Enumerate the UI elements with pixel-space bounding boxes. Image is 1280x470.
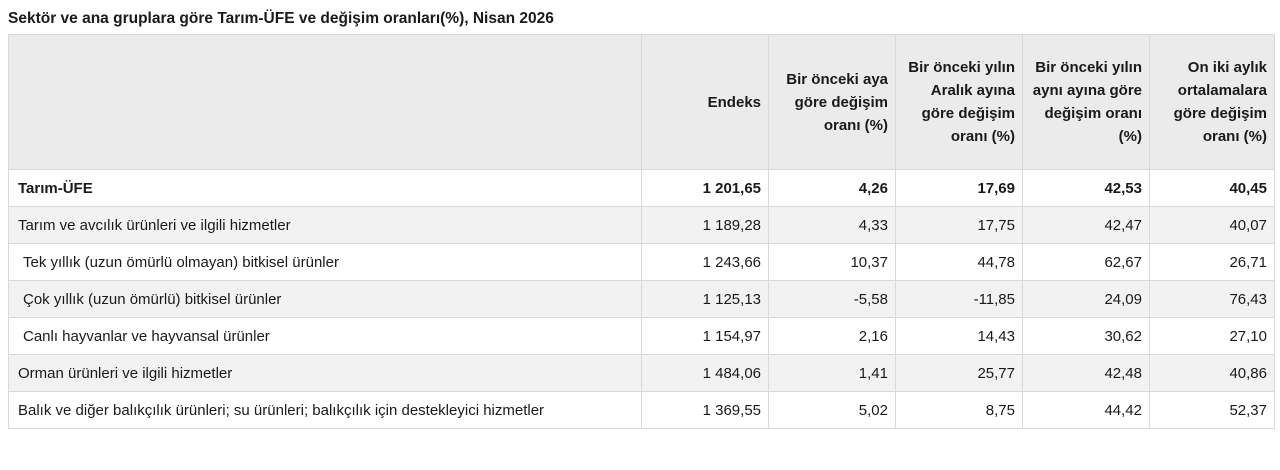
cell-endeks: 1 369,55 [641, 391, 769, 429]
cell-annual-change: 42,53 [1022, 169, 1150, 207]
cell-endeks: 1 201,65 [641, 169, 769, 207]
cell-december-change: 17,75 [895, 206, 1023, 244]
row-label: Canlı hayvanlar ve hayvansal ürünler [8, 317, 642, 355]
cell-december-change: 14,43 [895, 317, 1023, 355]
cell-twelve-month-avg-change: 26,71 [1149, 243, 1275, 281]
header-cell-monthly-change: Bir önceki aya göre değişim oranı (%) [768, 34, 896, 170]
cell-endeks: 1 243,66 [641, 243, 769, 281]
row-label: Orman ürünleri ve ilgili hizmetler [8, 354, 642, 392]
header-cell-december-change: Bir önceki yılın Aralık ayına göre değiş… [895, 34, 1023, 170]
cell-annual-change: 44,42 [1022, 391, 1150, 429]
cell-monthly-change: 5,02 [768, 391, 896, 429]
table-title: Sektör ve ana gruplara göre Tarım-ÜFE ve… [8, 10, 554, 27]
cell-monthly-change: 4,33 [768, 206, 896, 244]
cell-december-change: 25,77 [895, 354, 1023, 392]
table-row: Tek yıllık (uzun ömürlü olmayan) bitkise… [8, 243, 1275, 281]
header-cell-twelve-month-avg-change: On iki aylık ortalamalara göre değişim o… [1149, 34, 1275, 170]
cell-twelve-month-avg-change: 40,07 [1149, 206, 1275, 244]
table-row: Çok yıllık (uzun ömürlü) bitkisel ürünle… [8, 280, 1275, 318]
cell-annual-change: 42,47 [1022, 206, 1150, 244]
cell-twelve-month-avg-change: 40,45 [1149, 169, 1275, 207]
table-row: Canlı hayvanlar ve hayvansal ürünler 1 1… [8, 317, 1275, 355]
cell-december-change: 8,75 [895, 391, 1023, 429]
cell-annual-change: 42,48 [1022, 354, 1150, 392]
cell-endeks: 1 154,97 [641, 317, 769, 355]
tarim-ufe-table: Endeks Bir önceki aya göre değişim oranı… [8, 34, 1275, 429]
cell-annual-change: 62,67 [1022, 243, 1150, 281]
cell-monthly-change: 2,16 [768, 317, 896, 355]
row-label: Tek yıllık (uzun ömürlü olmayan) bitkise… [8, 243, 642, 281]
cell-december-change: -11,85 [895, 280, 1023, 318]
cell-monthly-change: 10,37 [768, 243, 896, 281]
row-label: Çok yıllık (uzun ömürlü) bitkisel ürünle… [8, 280, 642, 318]
table-row: Orman ürünleri ve ilgili hizmetler 1 484… [8, 354, 1275, 392]
cell-endeks: 1 189,28 [641, 206, 769, 244]
cell-twelve-month-avg-change: 76,43 [1149, 280, 1275, 318]
table-row: Tarım-ÜFE 1 201,65 4,26 17,69 42,53 40,4… [8, 169, 1275, 207]
cell-annual-change: 24,09 [1022, 280, 1150, 318]
header-cell-endeks: Endeks [641, 34, 769, 170]
cell-annual-change: 30,62 [1022, 317, 1150, 355]
cell-monthly-change: 1,41 [768, 354, 896, 392]
table-row: Tarım ve avcılık ürünleri ve ilgili hizm… [8, 206, 1275, 244]
header-cell-label [8, 34, 642, 170]
table-row: Balık ve diğer balıkçılık ürünleri; su ü… [8, 391, 1275, 429]
cell-twelve-month-avg-change: 52,37 [1149, 391, 1275, 429]
header-cell-annual-change: Bir önceki yılın aynı ayına göre değişim… [1022, 34, 1150, 170]
header-row: Endeks Bir önceki aya göre değişim oranı… [8, 34, 1275, 170]
cell-twelve-month-avg-change: 27,10 [1149, 317, 1275, 355]
row-label: Tarım ve avcılık ürünleri ve ilgili hizm… [8, 206, 642, 244]
row-label: Tarım-ÜFE [8, 169, 642, 207]
cell-endeks: 1 484,06 [641, 354, 769, 392]
cell-twelve-month-avg-change: 40,86 [1149, 354, 1275, 392]
cell-december-change: 44,78 [895, 243, 1023, 281]
cell-endeks: 1 125,13 [641, 280, 769, 318]
cell-monthly-change: 4,26 [768, 169, 896, 207]
cell-monthly-change: -5,58 [768, 280, 896, 318]
row-label: Balık ve diğer balıkçılık ürünleri; su ü… [8, 391, 642, 429]
cell-december-change: 17,69 [895, 169, 1023, 207]
